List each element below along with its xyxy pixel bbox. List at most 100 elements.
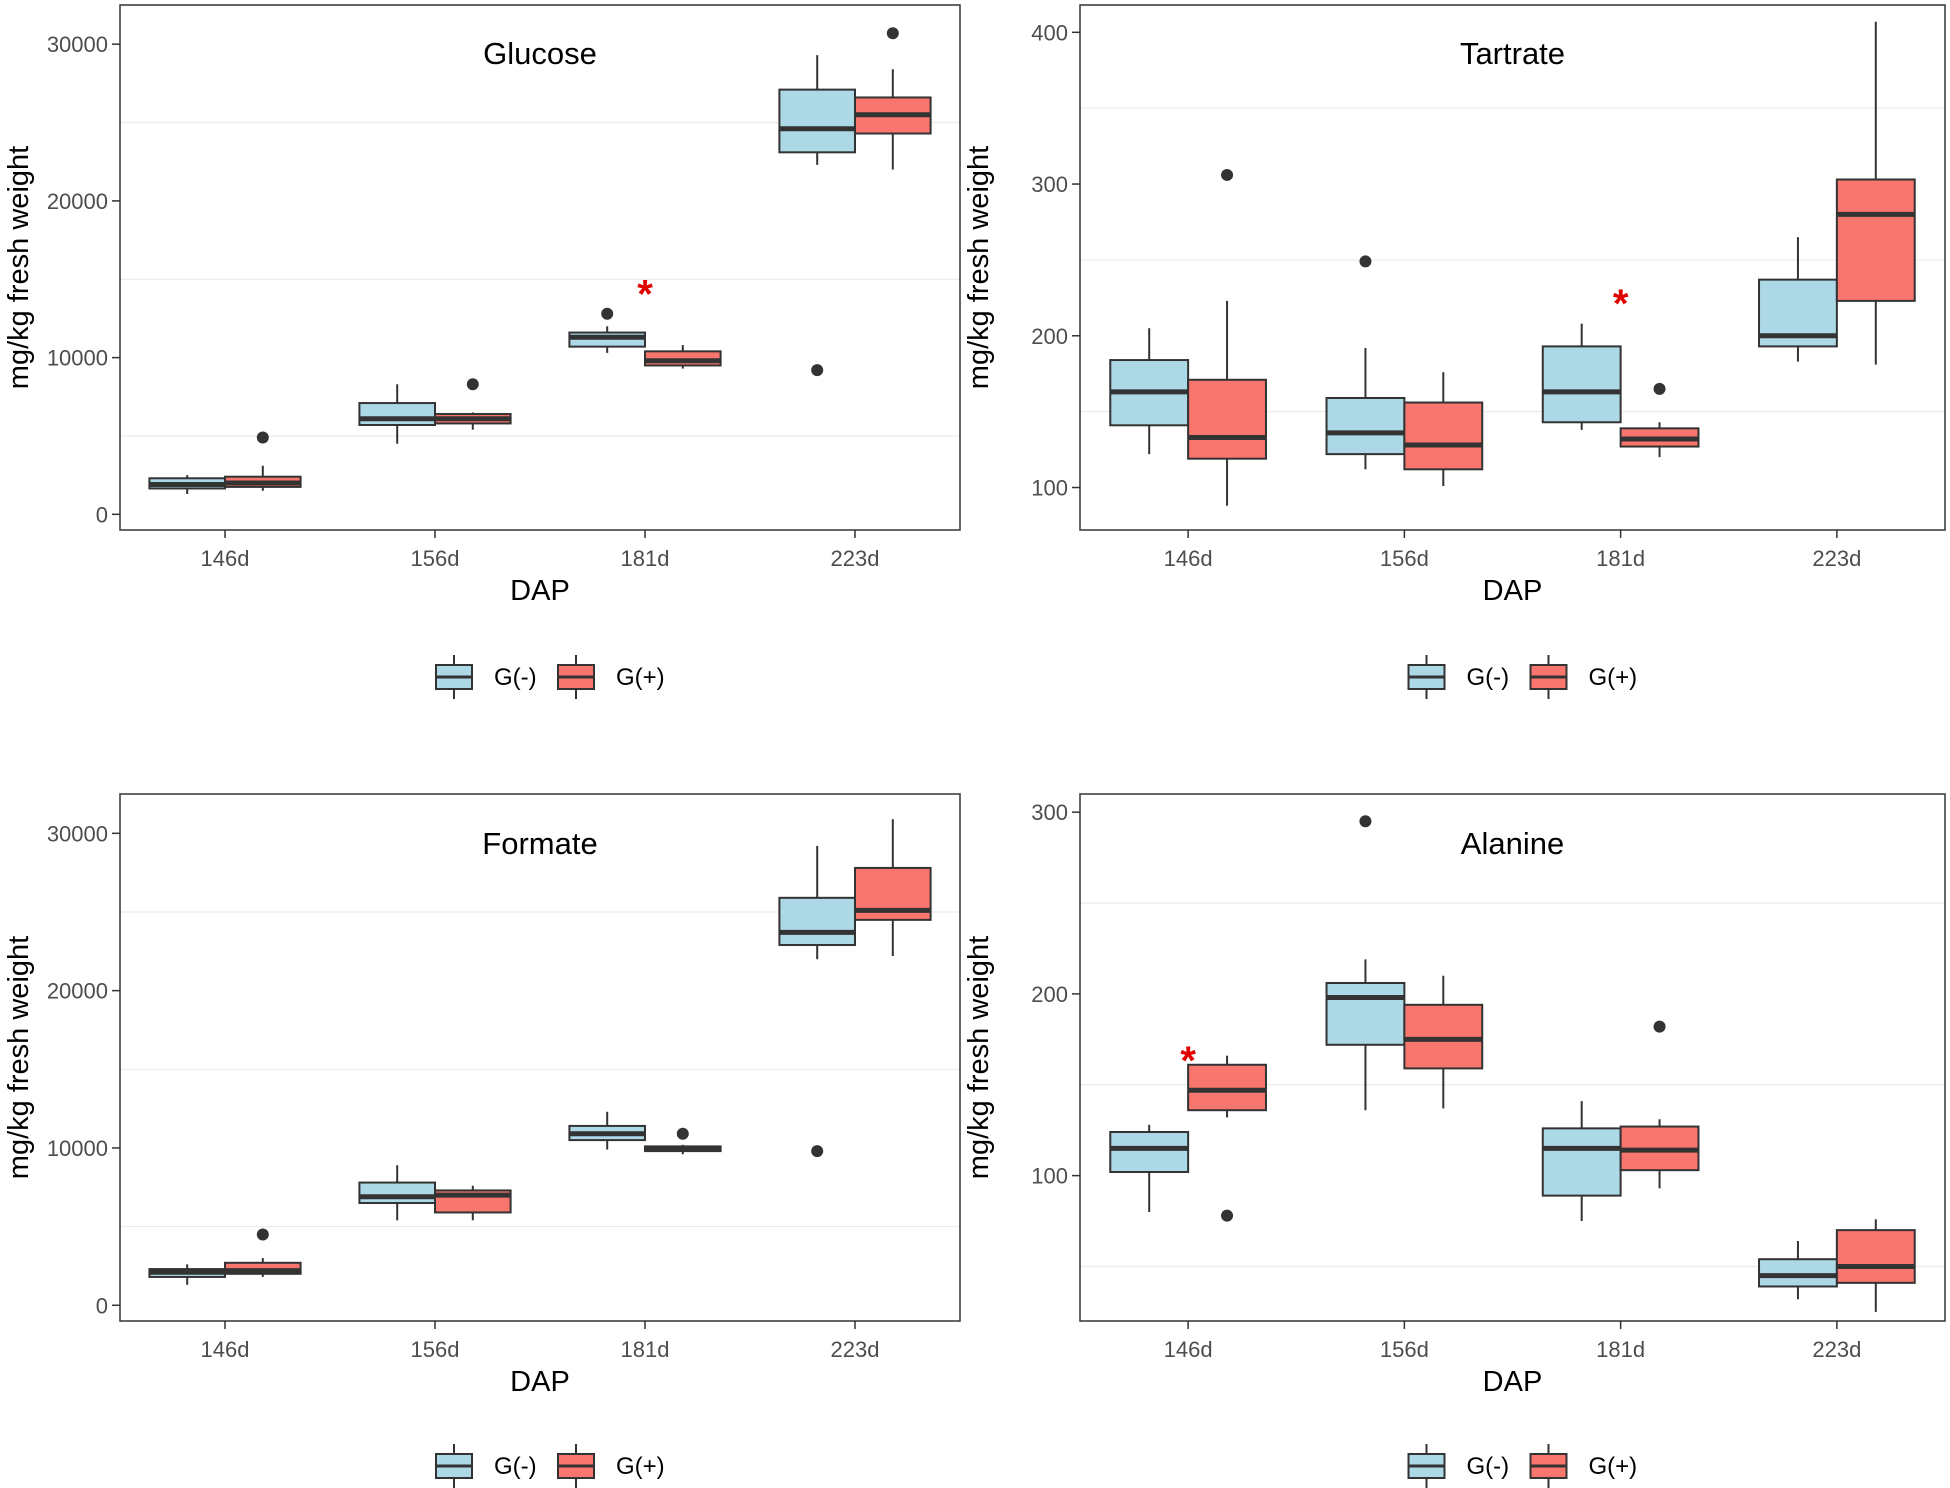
legend-key-G(-): G(-): [435, 1444, 537, 1488]
box-G(-)-181d: [1541, 323, 1622, 430]
x-tick-label: 156d: [411, 1337, 460, 1362]
box-G(-)-181d: [568, 1111, 647, 1150]
legend-key-G(-): G(-): [435, 655, 537, 699]
outlier-point: [676, 1127, 689, 1140]
y-tick-label: 200: [1031, 324, 1068, 349]
x-tick-label: 181d: [621, 1337, 670, 1362]
x-tick-label: 156d: [411, 546, 460, 571]
significance-asterisk: *: [1180, 1039, 1196, 1083]
box-G(+)-223d: [854, 819, 932, 957]
legend-key-G(+): G(+): [1529, 1444, 1638, 1488]
x-tick-label: 146d: [1164, 1337, 1213, 1362]
x-tick-label: 146d: [1164, 546, 1213, 571]
legend: G(-) G(+): [435, 1444, 665, 1488]
y-axis-title: mg/kg fresh weight: [963, 936, 995, 1179]
box-G(-)-223d: [1758, 1241, 1838, 1300]
outlier-point: [1359, 815, 1372, 828]
panel-title: Glucose: [483, 36, 597, 71]
box-G(+)-181d: [644, 1127, 722, 1155]
legend: G(-) G(+): [1407, 655, 1637, 699]
outlier-point: [1221, 1209, 1234, 1222]
box-G(-)-156d: [358, 384, 436, 444]
box-G(+)-181d: [1619, 382, 1700, 458]
significance-asterisk: *: [637, 273, 653, 317]
y-tick-label: 10000: [47, 346, 108, 371]
legend: G(-) G(+): [435, 655, 665, 699]
x-tick-label: 156d: [1380, 546, 1429, 571]
legend-key-G(+): G(+): [557, 655, 665, 699]
box-G(-)-223d: [778, 845, 857, 1158]
box-body: [778, 88, 857, 154]
legend-label: G(+): [616, 1453, 665, 1480]
legend-key-G(+): G(+): [1529, 655, 1637, 699]
panel-tartrate: 100 200 300 400 146d 156d 181d 223d * Tartrate DAP…: [963, 4, 1946, 699]
box-body: [1187, 1063, 1267, 1112]
y-tick-label: 200: [1031, 982, 1068, 1007]
y-tick-label: 30000: [47, 821, 108, 846]
outlier-point: [811, 364, 824, 377]
box-body: [1541, 1127, 1622, 1197]
box-G(-)-156d: [1325, 255, 1406, 470]
y-tick-label: 30000: [47, 32, 108, 57]
box-body: [1835, 1229, 1916, 1284]
box-G(-)-223d: [1758, 237, 1838, 362]
x-tick-label: 223d: [1812, 546, 1861, 571]
x-tick-label: 146d: [201, 546, 250, 571]
panel-formate: 0 10000 20000 30000 146d 156d 181d 223d Formate D…: [3, 793, 961, 1488]
box-body: [1835, 178, 1916, 302]
outlier-point: [1653, 1020, 1666, 1033]
box-body: [1403, 1003, 1484, 1070]
panel-alanine: 100 200 300 146d 156d 181d 223d * Alanine DAP mg/k…: [963, 793, 1946, 1488]
x-tick-label: 223d: [1812, 1337, 1861, 1362]
box-body: [1325, 981, 1406, 1046]
outlier-point: [1359, 255, 1372, 268]
x-axis-title: DAP: [510, 575, 570, 607]
y-tick-label: 100: [1031, 1164, 1068, 1189]
outlier-point: [886, 27, 899, 40]
panel-title: Formate: [482, 826, 597, 861]
box-G(-)-146d: [1109, 328, 1190, 455]
box-G(+)-156d: [1403, 975, 1484, 1109]
outlier-point: [811, 1145, 824, 1158]
x-tick-label: 181d: [1596, 1337, 1645, 1362]
box-body: [1403, 401, 1484, 471]
box-G(+)-156d: [1403, 372, 1484, 486]
legend-label: G(-): [1467, 664, 1510, 691]
panel-border: [1079, 793, 1946, 1322]
panel-title: Tartrate: [1460, 36, 1565, 71]
panel-glucose: 0 10000 20000 30000 146d 156d 181d 223d * Glucose…: [3, 4, 961, 699]
x-tick-label: 223d: [831, 1337, 880, 1362]
x-axis-title: DAP: [510, 1366, 570, 1398]
legend-label: G(-): [1467, 1453, 1510, 1480]
box-G(+)-146d: [1187, 168, 1267, 506]
box-body: [358, 402, 436, 426]
x-tick-label: 181d: [1596, 546, 1645, 571]
legend-label: G(-): [494, 1453, 537, 1480]
box-G(+)-146d: [224, 431, 302, 491]
x-axis-title: DAP: [1483, 1366, 1543, 1398]
outlier-point: [601, 307, 614, 320]
x-axis-title: DAP: [1483, 575, 1543, 607]
legend: G(-) G(+): [1407, 1444, 1638, 1488]
box-body: [1541, 345, 1622, 424]
box-G(+)-146d: [1187, 1055, 1267, 1222]
box-G(-)-146d: [148, 475, 226, 494]
legend-label: G(+): [1589, 1453, 1638, 1480]
y-tick-label: 400: [1031, 20, 1068, 45]
panel-border: [119, 4, 961, 531]
legend-key-G(-): G(-): [1407, 655, 1510, 699]
y-tick-label: 300: [1031, 172, 1068, 197]
outlier-point: [256, 1228, 269, 1241]
box-G(+)-223d: [1835, 1219, 1916, 1312]
x-tick-label: 146d: [201, 1337, 250, 1362]
x-tick-label: 181d: [621, 546, 670, 571]
box-G(-)-223d: [778, 55, 857, 377]
outlier-point: [1221, 168, 1234, 181]
y-tick-label: 300: [1031, 800, 1068, 825]
outlier-point: [1653, 382, 1666, 395]
significance-asterisk: *: [1613, 282, 1629, 326]
box-G(-)-181d: [568, 307, 647, 353]
box-body: [358, 1181, 436, 1205]
x-tick-label: 223d: [831, 546, 880, 571]
